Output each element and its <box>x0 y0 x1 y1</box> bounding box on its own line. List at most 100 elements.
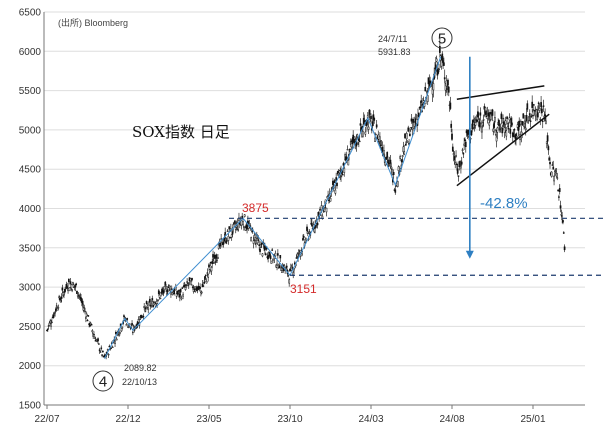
candle-body <box>494 129 497 135</box>
candle-body <box>81 300 84 305</box>
candle-body <box>399 156 402 159</box>
candle-body <box>136 321 139 325</box>
candle-body <box>459 164 461 167</box>
candle-body <box>391 169 393 175</box>
candle-body <box>80 297 82 301</box>
candle-body <box>438 68 440 70</box>
candle-body <box>100 347 103 349</box>
candle-body <box>553 175 555 182</box>
candle-body <box>61 287 64 291</box>
candle-body <box>335 177 338 181</box>
candle-body <box>212 254 214 258</box>
candle-body <box>370 115 372 119</box>
candle-body <box>208 264 210 268</box>
high-value-label: 5931.83 <box>378 47 411 57</box>
candle-body <box>367 126 370 130</box>
candle-body <box>69 281 72 285</box>
candlestick-series <box>46 38 566 360</box>
candle-body <box>240 220 243 226</box>
candle-body <box>316 222 319 226</box>
candle-body <box>357 143 359 145</box>
candle-body <box>406 141 409 143</box>
candle-body <box>419 106 422 108</box>
candle-body <box>461 149 464 151</box>
candle-body <box>327 195 329 197</box>
candle-body <box>170 288 173 290</box>
candle-body <box>482 119 485 121</box>
candle-body <box>394 189 397 193</box>
candle-body <box>306 231 309 234</box>
candle-body <box>85 317 87 319</box>
x-tick-label: 22/07 <box>34 414 59 425</box>
candle-body <box>563 246 566 251</box>
candle-body <box>285 265 288 268</box>
candle-body <box>474 122 477 126</box>
candle-body <box>217 244 220 249</box>
candle-body <box>400 159 403 163</box>
candle-body <box>524 120 526 125</box>
candle-body <box>386 152 389 158</box>
candle-body <box>531 101 534 108</box>
candle-body <box>518 120 521 128</box>
candle-body <box>331 186 333 189</box>
candle-body <box>157 290 160 294</box>
candle-body <box>90 324 93 326</box>
candle-body <box>402 146 405 153</box>
candle-body <box>326 196 329 199</box>
candle-body <box>272 259 274 261</box>
candle-body <box>204 276 206 280</box>
candle-body <box>491 109 494 116</box>
candle-body <box>311 222 313 226</box>
candle-body <box>215 254 218 259</box>
candle-body <box>364 131 367 135</box>
candle-body <box>440 59 443 67</box>
candle-body <box>83 307 86 309</box>
x-tick-label: 23/10 <box>277 414 302 425</box>
candle-body <box>276 263 278 267</box>
y-tick-label: 5500 <box>19 86 42 97</box>
candle-body <box>476 119 478 122</box>
candle-body <box>320 205 323 211</box>
candle-body <box>147 307 150 310</box>
candle-body <box>407 127 410 132</box>
candle-body <box>513 129 516 131</box>
candle-body <box>107 353 110 356</box>
candle-body <box>204 274 207 276</box>
candle-body <box>108 345 111 348</box>
candle-body <box>551 164 554 166</box>
candle-body <box>213 254 216 259</box>
wave-5-circle <box>431 27 453 49</box>
candle-body <box>456 163 458 166</box>
candle-body <box>159 297 162 300</box>
candle-body <box>346 149 349 151</box>
candle-body <box>271 249 274 251</box>
candle-body <box>256 238 259 244</box>
candle-body <box>68 278 70 283</box>
candle-body <box>206 272 209 274</box>
candle-body <box>162 290 165 294</box>
candle-body <box>334 189 337 194</box>
candle-body <box>410 118 413 122</box>
candle-body <box>329 197 332 202</box>
candle-body <box>106 349 109 351</box>
candle-body <box>234 227 237 230</box>
candle-body <box>179 288 182 293</box>
candle-body <box>502 121 505 125</box>
candle-body <box>441 53 444 61</box>
candle-body <box>86 319 89 322</box>
candle-body <box>520 121 522 125</box>
x-tick-label: 22/12 <box>115 414 140 425</box>
candle-body <box>509 128 512 134</box>
axes <box>43 12 585 406</box>
level-low-label: 3151 <box>290 282 317 296</box>
candle-body <box>549 161 551 165</box>
candle-body <box>219 242 222 247</box>
candle-body <box>242 221 244 225</box>
candle-body <box>250 237 252 242</box>
candle-body <box>205 281 208 284</box>
annotation-overlay: (出所) Bloomberg SOX指数 日足 24/7/11 5931.83 … <box>58 17 605 392</box>
candle-body <box>362 130 364 137</box>
candle-body <box>555 173 558 177</box>
candle-body <box>140 316 143 319</box>
candle-body <box>222 241 225 245</box>
